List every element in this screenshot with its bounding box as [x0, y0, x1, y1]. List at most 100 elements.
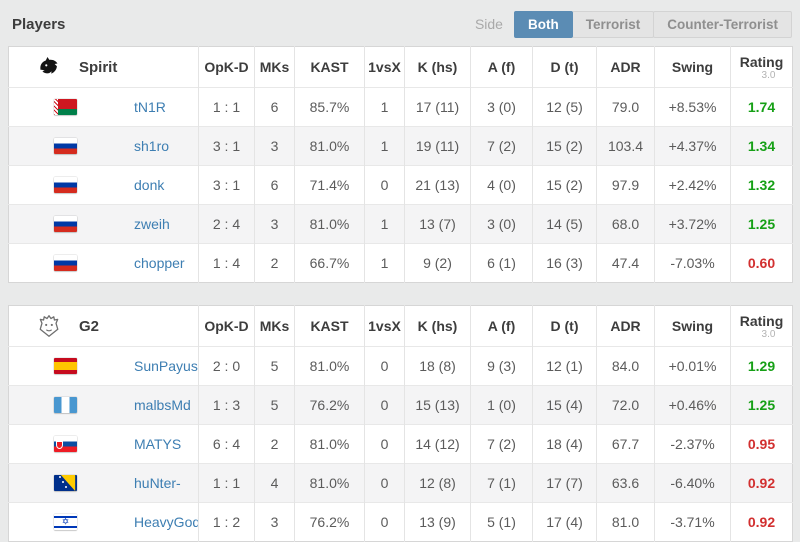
swing-value: +2.42%: [654, 165, 731, 205]
rating-value: 1.32: [730, 165, 793, 205]
kast-value: 81.0%: [294, 424, 365, 464]
swing-value: +0.01%: [654, 346, 731, 386]
mks-value: 3: [254, 204, 295, 244]
mks-value: 5: [254, 346, 295, 386]
table-row: tN1R 1 : 1 6 85.7% 1 17 (11) 3 (0) 12 (5…: [8, 87, 793, 127]
kast-value: 66.7%: [294, 243, 365, 283]
top-toolbar: Players Side Both Terrorist Counter-Terr…: [0, 0, 800, 46]
opkd-value: 2 : 0: [198, 346, 255, 386]
team-table-spirit: Spirit OpK-D MKs KAST 1vsX K (hs) A (f) …: [8, 46, 793, 283]
player-link[interactable]: huNter-: [134, 475, 181, 491]
opkd-value: 6 : 4: [198, 424, 255, 464]
khs-value: 17 (11): [404, 87, 471, 127]
side-filter-counter-terrorist-button[interactable]: Counter-Terrorist: [653, 10, 792, 38]
dt-value: 15 (2): [532, 126, 597, 166]
column-header-opkd: OpK-D: [198, 305, 255, 347]
team-header-row: G2 OpK-D MKs KAST 1vsX K (hs) A (f) D (t…: [9, 305, 793, 347]
opkd-value: 1 : 4: [198, 243, 255, 283]
mks-value: 2: [254, 243, 295, 283]
opkd-value: 1 : 1: [198, 463, 255, 503]
af-value: 9 (3): [470, 346, 533, 386]
af-value: 7 (2): [470, 424, 533, 464]
mks-value: 6: [254, 165, 295, 205]
dt-value: 18 (4): [532, 424, 597, 464]
table-row: MATYS 6 : 4 2 81.0% 0 14 (12) 7 (2) 18 (…: [8, 424, 793, 464]
table-row: SunPayus 2 : 0 5 81.0% 0 18 (8) 9 (3) 12…: [8, 346, 793, 386]
table-row: donk 3 : 1 6 71.4% 0 21 (13) 4 (0) 15 (2…: [8, 165, 793, 205]
mks-value: 3: [254, 502, 295, 542]
khs-value: 13 (7): [404, 204, 471, 244]
flag-icon-russia: [54, 177, 77, 193]
1vsx-value: 1: [364, 87, 405, 127]
team-header[interactable]: G2: [9, 313, 198, 339]
flag-icon-slovakia: [54, 436, 77, 452]
swing-value: -2.37%: [654, 424, 731, 464]
column-header-adr: ADR: [596, 305, 655, 347]
khs-value: 15 (13): [404, 385, 471, 425]
team-header[interactable]: Spirit: [9, 54, 198, 80]
column-header-af: A (f): [470, 305, 533, 347]
column-header-mks: MKs: [254, 46, 295, 88]
table-row: zweih 2 : 4 3 81.0% 1 13 (7) 3 (0) 14 (5…: [8, 204, 793, 244]
rating-value: 1.25: [730, 385, 793, 425]
af-value: 3 (0): [470, 204, 533, 244]
af-value: 7 (1): [470, 463, 533, 503]
opkd-value: 1 : 3: [198, 385, 255, 425]
side-filter-both-button[interactable]: Both: [513, 10, 573, 38]
kast-value: 71.4%: [294, 165, 365, 205]
flag-icon-russia: [54, 216, 77, 232]
opkd-value: 1 : 1: [198, 87, 255, 127]
adr-value: 72.0: [596, 385, 655, 425]
adr-value: 67.7: [596, 424, 655, 464]
rating-value: 1.29: [730, 346, 793, 386]
player-link[interactable]: malbsMd: [134, 397, 191, 413]
column-header-mks: MKs: [254, 305, 295, 347]
kast-value: 76.2%: [294, 385, 365, 425]
adr-value: 79.0: [596, 87, 655, 127]
player-link[interactable]: HeavyGod: [134, 514, 199, 530]
rating-version: 3.0: [761, 328, 776, 340]
kast-value: 81.0%: [294, 463, 365, 503]
player-link[interactable]: chopper: [134, 255, 185, 271]
player-link[interactable]: donk: [134, 177, 165, 193]
khs-value: 9 (2): [404, 243, 471, 283]
column-header-opkd: OpK-D: [198, 46, 255, 88]
opkd-value: 2 : 4: [198, 204, 255, 244]
mks-value: 5: [254, 385, 295, 425]
column-header-adr: ADR: [596, 46, 655, 88]
1vsx-value: 0: [364, 463, 405, 503]
mks-value: 6: [254, 87, 295, 127]
page-title: Players: [12, 15, 66, 33]
1vsx-value: 1: [364, 126, 405, 166]
khs-value: 21 (13): [404, 165, 471, 205]
player-link[interactable]: SunPayus: [134, 358, 198, 374]
1vsx-value: 0: [364, 346, 405, 386]
dt-value: 16 (3): [532, 243, 597, 283]
khs-value: 19 (11): [404, 126, 471, 166]
khs-value: 18 (8): [404, 346, 471, 386]
flag-icon-israel: [54, 514, 77, 530]
column-header-af: A (f): [470, 46, 533, 88]
rating-value: 0.60: [730, 243, 793, 283]
dt-value: 12 (5): [532, 87, 597, 127]
player-link[interactable]: zweih: [134, 216, 170, 232]
player-link[interactable]: MATYS: [134, 436, 182, 452]
dt-value: 12 (1): [532, 346, 597, 386]
side-filter-terrorist-button[interactable]: Terrorist: [571, 10, 655, 38]
swing-value: -3.71%: [654, 502, 731, 542]
kast-value: 76.2%: [294, 502, 365, 542]
flag-icon-russia: [54, 255, 77, 271]
kast-value: 81.0%: [294, 126, 365, 166]
1vsx-value: 0: [364, 502, 405, 542]
adr-value: 47.4: [596, 243, 655, 283]
swing-value: +4.37%: [654, 126, 731, 166]
crest-team-logo-icon: [39, 315, 59, 337]
swing-value: +3.72%: [654, 204, 731, 244]
table-row: sh1ro 3 : 1 3 81.0% 1 19 (11) 7 (2) 15 (…: [8, 126, 793, 166]
dragon-team-logo-icon: [40, 57, 58, 74]
af-value: 1 (0): [470, 385, 533, 425]
column-header-khs: K (hs): [404, 46, 471, 88]
player-link[interactable]: sh1ro: [134, 138, 170, 154]
player-link[interactable]: tN1R: [134, 99, 166, 115]
1vsx-value: 0: [364, 424, 405, 464]
